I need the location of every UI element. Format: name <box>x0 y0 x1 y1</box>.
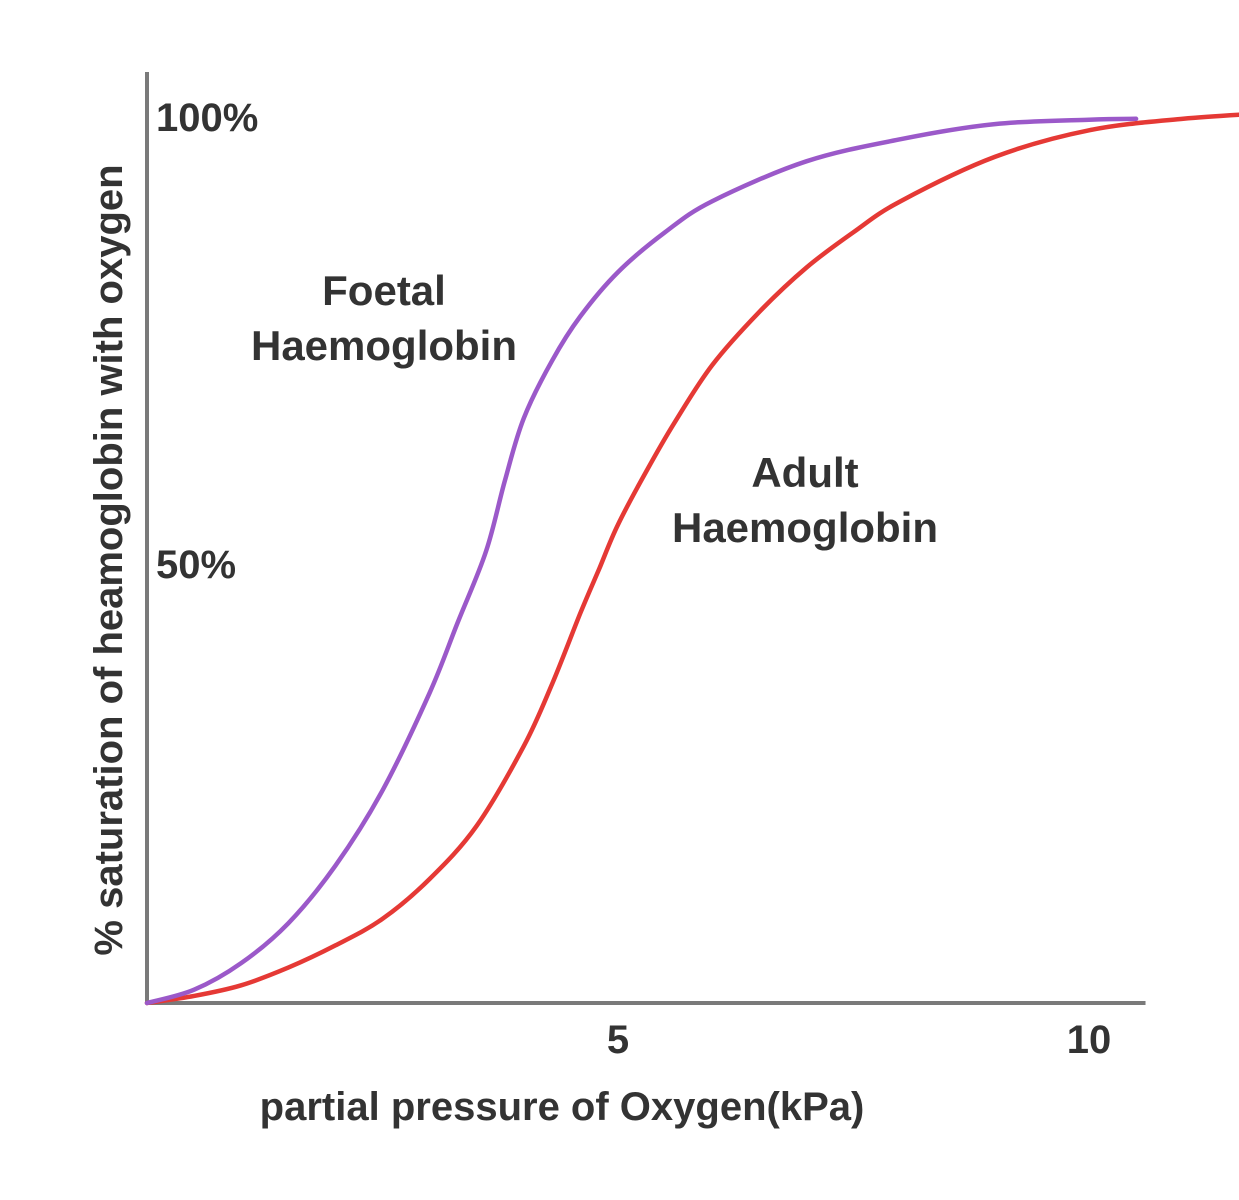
axis-titles: partial pressure of Oxygen(kPa) % satura… <box>87 164 864 1129</box>
y-axis-title: % saturation of heamoglobin with oxygen <box>87 164 131 955</box>
y-tick-label: 100% <box>156 96 258 140</box>
axes <box>145 72 1146 1005</box>
adult-haemoglobin-curve <box>144 112 1239 1006</box>
adult-haemoglobin-label: Haemoglobin <box>672 504 938 551</box>
x-tick-label: 10 <box>1067 1018 1112 1062</box>
x-tick-label: 5 <box>607 1018 629 1062</box>
x-axis-title: partial pressure of Oxygen(kPa) <box>260 1085 865 1129</box>
tick-labels: 5 10 50% 100% <box>156 96 1111 1062</box>
series-curves <box>144 112 1239 1006</box>
foetal-haemoglobin-label: Haemoglobin <box>251 322 517 369</box>
foetal-haemoglobin-curve <box>144 116 1139 1006</box>
foetal-haemoglobin-label: Foetal <box>322 267 446 314</box>
adult-haemoglobin-label: Adult <box>751 449 858 496</box>
y-tick-label: 50% <box>156 543 236 587</box>
series-labels: Foetal Haemoglobin Adult Haemoglobin <box>251 267 938 551</box>
